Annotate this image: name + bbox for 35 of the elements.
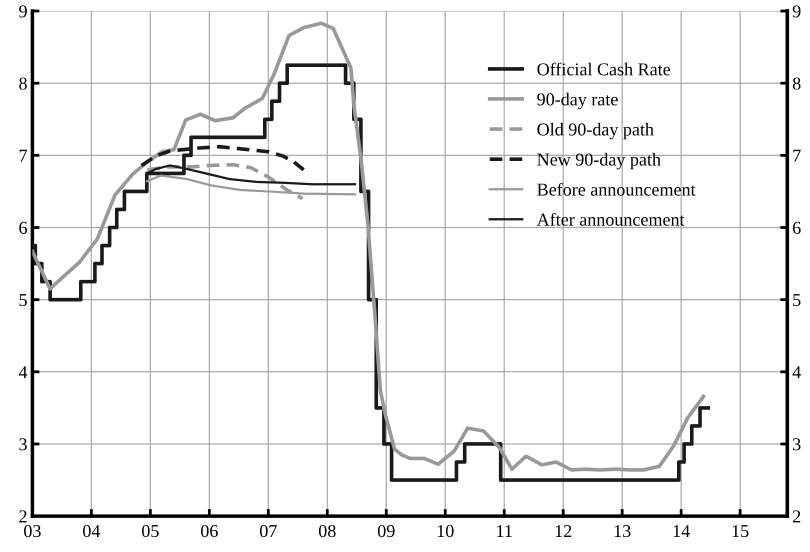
x-tick-label: 03 bbox=[24, 524, 41, 538]
y-tick-label: 7 bbox=[20, 150, 28, 162]
x-tick-label: 12 bbox=[556, 525, 572, 537]
y2-tick-label: 5 bbox=[793, 294, 801, 306]
y2-tick-label: 6 bbox=[792, 222, 801, 234]
x-tick-label: 07 bbox=[260, 524, 277, 538]
y2-tick-label: 9 bbox=[792, 5, 800, 18]
legend-label: Old 90-day path bbox=[537, 122, 654, 140]
legend-label: New 90-day path bbox=[537, 152, 661, 170]
y-tick-label: 4 bbox=[18, 366, 28, 378]
y-tick-label: 6 bbox=[19, 222, 27, 234]
x-tick-label: 10 bbox=[438, 524, 454, 538]
legend-label: After announcement bbox=[536, 212, 684, 226]
x-tick-label: 11 bbox=[497, 525, 512, 537]
y2-tick-label: 4 bbox=[792, 366, 801, 378]
x-tick-label: 09 bbox=[378, 524, 395, 538]
legend-label: 90-day rate bbox=[537, 92, 618, 110]
y2-tick-label: 3 bbox=[793, 438, 801, 450]
y2-tick-label: 2 bbox=[792, 510, 800, 522]
y-tick-label: 5 bbox=[20, 294, 27, 306]
y-tick-label: 9 bbox=[19, 5, 27, 18]
x-tick-label: 06 bbox=[200, 524, 218, 538]
x-tick-label: 14 bbox=[674, 525, 690, 537]
x-tick-label: 13 bbox=[614, 525, 631, 538]
y2-tick-label: 8 bbox=[792, 77, 801, 90]
y-tick-label: 2 bbox=[19, 510, 27, 522]
legend-label: Before announcement bbox=[537, 182, 696, 196]
y2-tick-label: 7 bbox=[793, 150, 801, 162]
y-tick-label: 3 bbox=[19, 438, 27, 450]
legend-label: Official Cash Rate bbox=[537, 62, 670, 76]
x-tick-label: 04 bbox=[83, 524, 100, 538]
x-tick-label: 08 bbox=[318, 524, 336, 538]
x-tick-label: 15 bbox=[732, 525, 748, 538]
x-tick-label: 05 bbox=[142, 524, 159, 538]
y-tick-label: 8 bbox=[19, 77, 27, 90]
